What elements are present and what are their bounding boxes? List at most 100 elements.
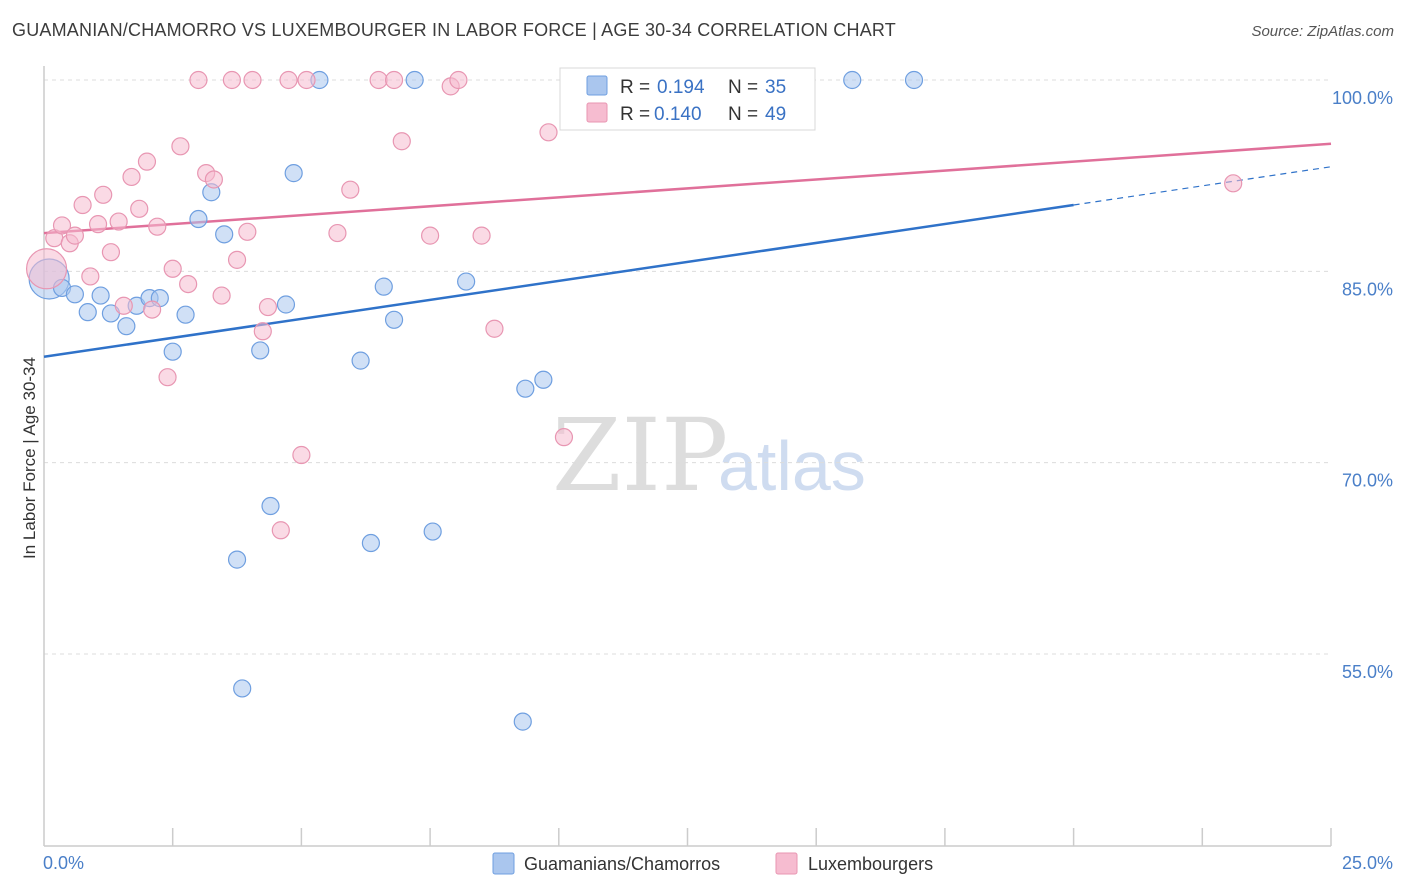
luxembourger-point bbox=[122, 167, 141, 187]
guamanian-point bbox=[423, 522, 442, 541]
luxembourger-point bbox=[25, 248, 68, 290]
luxembourger-point bbox=[81, 267, 100, 286]
guamanian-point bbox=[251, 341, 270, 360]
legend-n-label-pink: N = bbox=[728, 104, 758, 125]
luxembourger-point bbox=[384, 70, 404, 90]
luxembourger-point bbox=[52, 216, 72, 235]
luxembourger-point bbox=[171, 137, 190, 156]
guamanian-trend-extension bbox=[1073, 166, 1332, 206]
guamanian-point bbox=[117, 317, 136, 336]
legend-swatch-pink bbox=[586, 102, 608, 123]
guamanian-point bbox=[276, 295, 296, 314]
bottom-legend: Guamanians/Chamorros Luxembourgers bbox=[492, 852, 933, 875]
chart-title: GUAMANIAN/CHAMORRO VS LUXEMBOURGER IN LA… bbox=[12, 20, 896, 40]
luxembourger-point bbox=[179, 274, 198, 294]
luxembourger-point bbox=[258, 297, 278, 317]
luxembourger-point bbox=[163, 259, 182, 278]
luxembourger-point bbox=[204, 170, 223, 189]
luxembourger-point bbox=[148, 217, 167, 236]
guamanian-point bbox=[163, 342, 182, 361]
luxembourger-point bbox=[341, 180, 360, 199]
luxembourger-point bbox=[271, 521, 290, 540]
luxembourger-point bbox=[143, 300, 162, 319]
guamanian-point bbox=[904, 70, 924, 90]
guamanian-point bbox=[351, 351, 370, 370]
legend-r-value-pink: 0.140 bbox=[654, 104, 702, 125]
luxembourger-point bbox=[472, 226, 491, 245]
guamanian-point bbox=[513, 712, 532, 731]
luxembourger-point bbox=[485, 319, 504, 338]
source-credit: Source: ZipAtlas.com bbox=[1251, 23, 1394, 40]
guamanian-point bbox=[843, 70, 862, 90]
bottom-legend-label-blue: Guamanians/Chamorros bbox=[524, 854, 720, 874]
guamanian-point bbox=[284, 164, 303, 183]
luxembourger-point bbox=[222, 70, 242, 90]
luxembourger-point bbox=[554, 428, 574, 447]
luxembourger-point bbox=[279, 70, 298, 90]
watermark-zip: ZIP bbox=[552, 397, 728, 514]
guamanian-point bbox=[516, 379, 535, 398]
luxembourger-point bbox=[101, 243, 121, 262]
watermark-atlas: atlas bbox=[718, 427, 866, 505]
luxembourger-point bbox=[297, 70, 316, 90]
luxembourger-point bbox=[253, 322, 272, 341]
y-tick-label: 85.0% bbox=[1342, 279, 1393, 299]
luxembourger-point bbox=[109, 212, 128, 231]
luxembourger-point bbox=[130, 199, 149, 218]
guamanian-point bbox=[534, 370, 553, 389]
y-tick-label: 55.0% bbox=[1342, 662, 1393, 682]
luxembourger-point bbox=[243, 70, 262, 90]
legend-r-label-pink: R = bbox=[620, 104, 650, 125]
legend: R = 0.194 N = 35 R = 0.140 N = 49 bbox=[559, 67, 816, 131]
luxembourger-point bbox=[114, 296, 133, 315]
luxembourger-point bbox=[539, 123, 558, 142]
guamanian-point bbox=[227, 550, 247, 569]
watermark: ZIP atlas bbox=[552, 397, 866, 514]
guamanian-point bbox=[215, 225, 234, 244]
guamanian-point bbox=[374, 277, 393, 296]
legend-n-label-blue: N = bbox=[728, 77, 758, 98]
luxembourger-point bbox=[292, 445, 311, 465]
y-axis-label: In Labor Force | Age 30-34 bbox=[20, 357, 39, 559]
luxembourger-point bbox=[212, 286, 231, 305]
luxembourger-point bbox=[392, 132, 411, 151]
y-tick-label: 70.0% bbox=[1342, 471, 1393, 491]
legend-n-value-pink: 49 bbox=[765, 104, 786, 125]
luxembourger-point bbox=[73, 195, 92, 215]
luxembourger-point bbox=[1224, 174, 1243, 193]
luxembourger-point bbox=[137, 152, 157, 171]
trend-lines bbox=[43, 142, 1332, 359]
x-tick-label-min: 0.0% bbox=[43, 853, 84, 873]
guamanian-point bbox=[65, 285, 84, 304]
guamanian-point bbox=[405, 70, 424, 90]
luxembourger-point bbox=[328, 223, 347, 243]
luxembourger-trend-line bbox=[43, 142, 1332, 235]
bottom-legend-label-pink: Luxembourgers bbox=[808, 854, 933, 874]
guamanian-point bbox=[457, 272, 476, 291]
y-tick-labels: 100.0% 85.0% 70.0% 55.0% bbox=[1332, 88, 1393, 682]
axes bbox=[43, 66, 1332, 847]
luxembourger-point bbox=[449, 70, 468, 90]
data-points bbox=[25, 70, 1243, 731]
luxembourger-point bbox=[421, 226, 440, 245]
luxembourger-point bbox=[238, 222, 257, 241]
guamanian-point bbox=[91, 286, 110, 305]
x-tick-label-max: 25.0% bbox=[1342, 853, 1393, 873]
guamanian-point bbox=[261, 496, 280, 516]
luxembourger-point bbox=[158, 368, 177, 387]
legend-r-value-blue: 0.194 bbox=[657, 77, 705, 98]
luxembourger-point bbox=[94, 185, 113, 204]
legend-swatch-blue bbox=[586, 75, 608, 96]
legend-n-value-blue: 35 bbox=[765, 77, 786, 98]
guamanian-point bbox=[361, 533, 380, 553]
luxembourger-point bbox=[369, 70, 388, 90]
legend-r-label-blue: R = bbox=[620, 77, 650, 98]
bottom-legend-swatch-blue bbox=[492, 852, 515, 875]
guamanian-trend-line bbox=[43, 203, 1074, 359]
luxembourger-point bbox=[88, 215, 108, 234]
guamanian-point bbox=[233, 679, 252, 698]
guamanian-point bbox=[189, 209, 208, 229]
luxembourger-point bbox=[189, 70, 208, 90]
y-tick-label: 100.0% bbox=[1332, 88, 1393, 108]
